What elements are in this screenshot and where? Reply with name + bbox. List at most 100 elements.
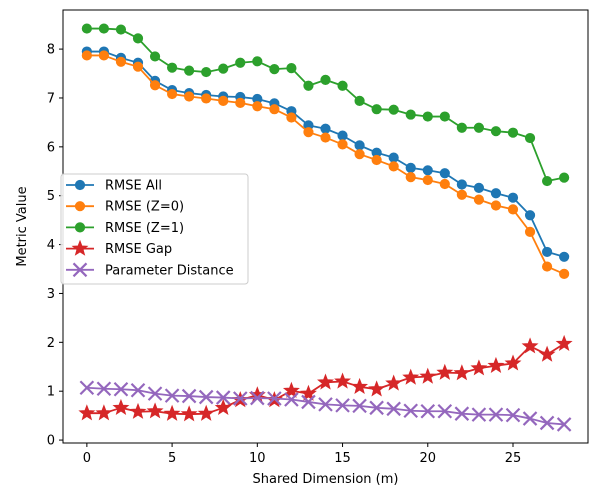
data-point-rmse-z-0 xyxy=(507,204,519,215)
data-point-parameter-distance xyxy=(147,386,163,401)
data-point-rmse-all xyxy=(507,192,519,203)
data-point-rmse-z-1 xyxy=(524,132,536,144)
data-point-rmse-z-0 xyxy=(559,268,570,280)
data-point-rmse-z-0 xyxy=(473,194,485,205)
data-point-parameter-distance xyxy=(164,388,180,403)
data-point-rmse-z-0 xyxy=(184,91,195,102)
data-point-rmse-z-1 xyxy=(201,66,212,78)
data-point-rmse-gap xyxy=(282,381,300,398)
legend: RMSE All RMSE (Z=0) RMSE (Z=1) RMSE Gap Para… xyxy=(60,173,249,285)
data-point-rmse-all xyxy=(320,123,331,134)
legend-item-rmse-gap: RMSE Gap xyxy=(66,239,172,257)
data-point-parameter-distance xyxy=(403,403,419,419)
x-tick-label: 15 xyxy=(334,451,351,466)
legend-label: RMSE (Z=1) xyxy=(105,221,184,236)
data-point-rmse-z-0 xyxy=(320,132,331,143)
legend-marker-rmse-z-1 xyxy=(74,222,86,233)
data-point-rmse-gap xyxy=(163,404,181,421)
data-point-rmse-z-1 xyxy=(559,172,570,183)
y-tick-label: 2 xyxy=(47,336,55,351)
data-point-rmse-gap xyxy=(334,372,352,389)
data-point-rmse-z-1 xyxy=(149,51,161,62)
data-point-rmse-z-0 xyxy=(235,97,246,108)
data-point-rmse-gap xyxy=(78,404,96,421)
data-point-rmse-z-1 xyxy=(422,111,433,122)
data-point-rmse-z-1 xyxy=(439,111,450,122)
data-point-rmse-gap xyxy=(95,404,113,421)
data-point-rmse-gap xyxy=(453,364,471,381)
data-point-parameter-distance xyxy=(522,411,538,426)
data-point-rmse-z-1 xyxy=(303,80,314,91)
data-point-parameter-distance xyxy=(454,406,470,421)
data-point-parameter-distance xyxy=(437,403,453,419)
data-point-rmse-gap xyxy=(436,363,454,380)
data-point-rmse-gap xyxy=(538,345,556,362)
data-point-rmse-z-0 xyxy=(132,61,144,72)
data-point-rmse-z-0 xyxy=(149,80,161,91)
data-point-parameter-distance xyxy=(335,398,350,413)
data-point-parameter-distance xyxy=(113,381,129,397)
x-tick-label: 10 xyxy=(249,451,266,466)
data-point-rmse-z-1 xyxy=(132,33,144,44)
data-point-rmse-gap xyxy=(214,398,232,416)
data-point-rmse-z-0 xyxy=(269,104,280,115)
data-point-rmse-all xyxy=(473,182,485,193)
series-rmse-gap xyxy=(78,334,573,422)
data-point-rmse-z-1 xyxy=(81,23,92,34)
data-point-parameter-distance xyxy=(352,398,367,414)
data-point-parameter-distance xyxy=(284,392,299,407)
y-tick-label: 6 xyxy=(47,140,55,155)
data-point-rmse-z-1 xyxy=(184,65,195,76)
y-tick-label: 8 xyxy=(47,43,55,58)
data-point-parameter-distance xyxy=(96,381,112,397)
legend-item-rmse-z-1: RMSE (Z=1) xyxy=(66,221,184,236)
data-point-rmse-z-1 xyxy=(252,56,263,67)
series-rmse-z-1 xyxy=(81,23,570,187)
x-tick-label: 20 xyxy=(419,451,436,466)
data-point-rmse-gap xyxy=(385,374,403,391)
data-point-rmse-z-1 xyxy=(115,24,127,35)
y-tick-label: 3 xyxy=(47,287,55,302)
data-point-rmse-z-1 xyxy=(235,57,246,68)
data-point-rmse-z-1 xyxy=(490,126,502,137)
data-point-rmse-gap xyxy=(351,377,369,395)
legend-marker-rmse-gap xyxy=(71,239,89,256)
series-rmse-z-0 xyxy=(81,50,570,280)
x-tick-label: 25 xyxy=(505,451,522,466)
data-point-rmse-gap xyxy=(521,337,539,354)
data-point-rmse-z-0 xyxy=(252,101,263,112)
data-point-rmse-z-0 xyxy=(456,189,467,200)
data-point-rmse-z-0 xyxy=(81,50,92,61)
data-point-rmse-gap xyxy=(317,373,334,390)
data-point-rmse-z-0 xyxy=(388,161,399,172)
data-point-rmse-gap xyxy=(368,380,386,397)
data-point-rmse-z-1 xyxy=(286,63,297,74)
data-point-rmse-z-0 xyxy=(218,95,229,107)
data-point-rmse-z-0 xyxy=(371,154,382,166)
data-point-rmse-gap xyxy=(470,359,488,376)
data-point-rmse-z-1 xyxy=(456,122,467,133)
data-point-rmse-z-1 xyxy=(269,64,280,75)
data-point-parameter-distance xyxy=(79,380,95,396)
x-axis-title: Shared Dimension (m) xyxy=(253,472,399,487)
data-point-rmse-z-1 xyxy=(218,63,229,74)
data-point-parameter-distance xyxy=(420,403,436,419)
data-point-parameter-distance xyxy=(471,407,487,422)
legend-label: Parameter Distance xyxy=(105,263,234,278)
data-point-rmse-z-0 xyxy=(201,93,212,104)
x-tick-label: 0 xyxy=(83,451,91,466)
data-point-parameter-distance xyxy=(301,394,316,410)
series-parameter-distance xyxy=(79,380,572,432)
data-point-rmse-z-0 xyxy=(439,178,450,190)
x-axis: 0 5 10 15 20 25 xyxy=(83,443,522,466)
y-tick-label: 1 xyxy=(47,385,55,400)
data-point-parameter-distance xyxy=(215,390,231,405)
data-point-rmse-z-1 xyxy=(541,175,553,187)
data-point-rmse-z-0 xyxy=(303,127,314,138)
data-point-parameter-distance xyxy=(505,407,521,423)
data-point-rmse-gap xyxy=(299,384,317,401)
data-point-rmse-gap xyxy=(504,354,522,371)
data-point-rmse-z-1 xyxy=(337,80,348,91)
legend-marker-rmse-all xyxy=(74,179,86,191)
